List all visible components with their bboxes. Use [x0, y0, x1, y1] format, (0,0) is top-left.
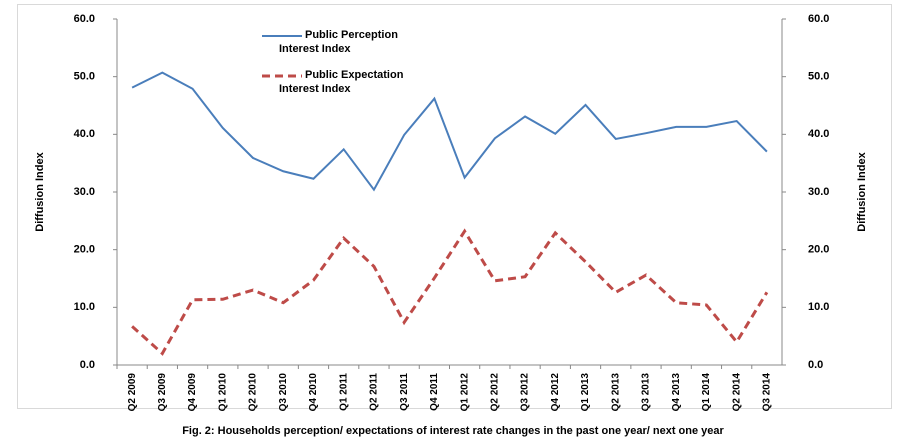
series-line — [131, 228, 769, 356]
y-tick-label: 30.0 — [74, 186, 95, 198]
x-tick-label: Q3 2012 — [520, 373, 531, 412]
legend-label: Public Perception Interest Index — [279, 29, 398, 55]
x-tick-label: Q4 2013 — [671, 373, 682, 412]
x-tick-label: Q2 2013 — [610, 373, 621, 412]
x-tick-label: Q2 2012 — [489, 373, 500, 412]
x-tick-label: Q3 2013 — [641, 373, 652, 412]
caption: Fig. 2: Households perception/ expectati… — [182, 425, 724, 437]
y2-tick-label: 30.0 — [808, 186, 829, 198]
y-tick-label: 40.0 — [74, 128, 95, 140]
x-tick-label: Q1 2013 — [580, 373, 591, 412]
x-tick-label: Q2 2010 — [248, 373, 259, 412]
x-tick-label: Q1 2010 — [217, 373, 228, 412]
y-tick-label: 60.0 — [74, 13, 95, 25]
y2-tick-label: 40.0 — [808, 128, 829, 140]
x-tick-label: Q3 2014 — [762, 373, 773, 412]
y-tick-label: 10.0 — [74, 301, 95, 313]
y2-tick-label: 20.0 — [808, 244, 829, 256]
x-tick-label: Q3 2009 — [157, 373, 168, 412]
x-tick-label: Q4 2012 — [550, 373, 561, 412]
y2-tick-label: 10.0 — [808, 301, 829, 313]
x-tick-label: Q4 2010 — [308, 373, 319, 412]
x-tick-label: Q1 2011 — [338, 373, 349, 411]
legend-label: Public Expectation Interest Index — [279, 69, 404, 95]
y-tick-label: 50.0 — [74, 71, 95, 83]
x-tick-label: Q1 2012 — [459, 373, 470, 412]
y2-tick-label: 0.0 — [808, 359, 823, 371]
y2-axis-title: Diffusion Index — [856, 151, 868, 231]
x-tick-label: Q2 2009 — [127, 373, 138, 412]
y2-tick-label: 60.0 — [808, 13, 829, 25]
y-axis-title: Diffusion Index — [34, 151, 46, 231]
series-line — [131, 71, 768, 192]
y-tick-label: 20.0 — [74, 244, 95, 256]
x-tick-label: Q4 2009 — [187, 373, 198, 412]
x-tick-label: Q3 2011 — [399, 373, 410, 411]
y-tick-label: 0.0 — [80, 359, 95, 371]
x-tick-label: Q1 2014 — [701, 373, 712, 412]
x-tick-label: Q2 2014 — [731, 373, 742, 412]
x-tick-label: Q4 2011 — [429, 373, 440, 411]
chart-frame — [17, 4, 892, 409]
x-tick-label: Q2 2011 — [369, 373, 380, 411]
x-tick-label: Q3 2010 — [278, 373, 289, 412]
y2-tick-label: 50.0 — [808, 71, 829, 83]
